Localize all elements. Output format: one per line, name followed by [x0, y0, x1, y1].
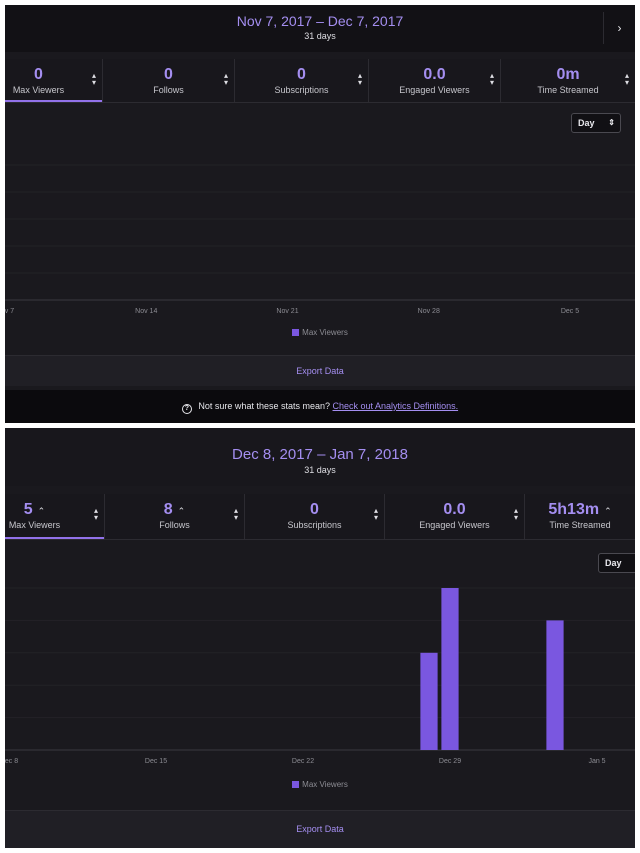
analytics-panel-nov: Nov 7, 2017 – Dec 7, 2017 31 days › 0 Ma…	[5, 5, 635, 423]
tab-time-streamed[interactable]: 0m Time Streamed ▴ ▾	[501, 59, 635, 102]
sort-arrows-icon[interactable]: ▴ ▾	[489, 71, 494, 87]
next-range-button[interactable]: ›	[603, 12, 635, 44]
analytics-panel-dec: Dec 8, 2017 – Jan 7, 2018 31 days 5 ⌃ Max…	[5, 428, 635, 848]
x-tick-label: Nov 28	[418, 308, 440, 315]
x-tick-label: Nov 14	[135, 308, 157, 315]
tab-max-viewers[interactable]: 5 ⌃ Max Viewers ▴ ▾	[5, 494, 105, 539]
tab-subscriptions[interactable]: 0 Subscriptions ▴ ▾	[245, 494, 385, 539]
date-range-header: Nov 7, 2017 – Dec 7, 2017 31 days ›	[5, 5, 635, 52]
stat-value: 5h13m	[548, 501, 600, 518]
select-arrows-icon: ⇕	[608, 118, 615, 127]
bar[interactable]	[546, 620, 564, 750]
sort-arrows-icon[interactable]: ▴ ▾	[357, 71, 362, 87]
interval-select[interactable]: Day ⇕	[571, 113, 621, 133]
x-tick-label: Dec 5	[561, 308, 579, 315]
bar[interactable]	[420, 652, 438, 750]
bar-chart: Dec 8 Dec 15 Dec 22 Dec 29 Jan 5	[5, 587, 635, 765]
stat-label: Follows	[153, 85, 184, 95]
caret-up-icon: ⌃	[177, 506, 186, 516]
stat-value: 0	[34, 66, 43, 83]
stat-value: 8	[163, 501, 173, 518]
stat-value: 0	[164, 66, 173, 83]
x-tick-label: Dec 29	[439, 758, 461, 765]
tab-follows[interactable]: 8 ⌃ Follows ▴ ▾	[105, 494, 245, 539]
legend-label: Max Viewers	[302, 780, 348, 789]
sort-arrows-icon[interactable]: ▴ ▾	[223, 71, 228, 87]
help-footer: ? Not sure what these stats mean? Check …	[5, 390, 635, 423]
chart-legend[interactable]: Max Viewers	[5, 328, 635, 337]
question-circle-icon: ?	[181, 404, 192, 414]
export-data-button[interactable]: Export Data	[5, 355, 635, 386]
stat-value: 0	[297, 66, 306, 83]
x-tick-label: Nov 21	[276, 308, 298, 315]
chevron-right-icon: ›	[617, 21, 622, 35]
legend-label: Max Viewers	[302, 328, 348, 337]
stat-label: Max Viewers	[12, 85, 65, 95]
date-range-days: 31 days	[304, 31, 336, 41]
chart-max-viewers-nov: Nov 7 Nov 14 Nov 21 Nov 28 Dec 5	[5, 135, 635, 325]
tab-engaged-viewers[interactable]: 0.0 Engaged Viewers ▴ ▾	[385, 494, 525, 539]
stat-label: Max Viewers	[8, 520, 61, 530]
stat-tabs: 5 ⌃ Max Viewers ▴ ▾ 8 ⌃ Follows ▴ ▾ 0 Subscr…	[5, 494, 635, 540]
legend-swatch	[292, 329, 300, 336]
x-tick-label: Dec 8	[5, 758, 18, 765]
sort-arrows-icon[interactable]: ▴ ▾	[91, 71, 96, 87]
x-tick-label: Nov 7	[5, 308, 14, 315]
export-data-button[interactable]: Export Data	[5, 810, 635, 848]
caret-up-icon: ⌃	[37, 506, 46, 516]
stat-label: Subscriptions	[274, 85, 329, 95]
caret-up-icon: ⌃	[604, 506, 612, 516]
legend-swatch	[292, 781, 300, 788]
x-tick-label: Dec 15	[145, 758, 167, 765]
bar-chart: Nov 7 Nov 14 Nov 21 Nov 28 Dec 5	[5, 164, 635, 315]
x-tick-label: Dec 22	[292, 758, 314, 765]
export-data-label: Export Data	[296, 824, 344, 834]
date-range-header: Dec 8, 2017 – Jan 7, 2018 31 days	[5, 428, 635, 486]
tab-engaged-viewers[interactable]: 0.0 Engaged Viewers ▴ ▾	[369, 59, 501, 102]
chart-legend[interactable]: Max Viewers	[5, 780, 635, 789]
sort-arrows-icon[interactable]: ▴ ▾	[373, 506, 378, 522]
stat-value: 0.0	[443, 501, 466, 518]
interval-select-value: Day	[605, 558, 622, 568]
stat-label: Engaged Viewers	[419, 520, 490, 530]
help-text: Not sure what these stats mean?	[198, 401, 330, 411]
stat-label: Subscriptions	[287, 520, 342, 530]
date-range-days: 31 days	[304, 465, 336, 475]
bar[interactable]	[441, 588, 459, 750]
stat-value: 5	[23, 501, 33, 518]
sort-arrows-icon[interactable]: ▴ ▾	[93, 506, 98, 522]
export-data-label: Export Data	[296, 366, 344, 376]
sort-arrows-icon[interactable]: ▴ ▾	[513, 506, 518, 522]
interval-select[interactable]: Day	[598, 553, 635, 573]
stat-label: Engaged Viewers	[399, 85, 470, 95]
interval-select-value: Day	[578, 118, 595, 128]
sort-arrows-icon[interactable]: ▴ ▾	[624, 71, 629, 87]
stat-value: 0m	[556, 66, 580, 83]
tab-follows[interactable]: 0 Follows ▴ ▾	[103, 59, 235, 102]
stat-tabs: 0 Max Viewers ▴ ▾ 0 Follows ▴ ▾ 0 Subscrip…	[5, 59, 635, 103]
date-range-label: Dec 8, 2017 – Jan 7, 2018	[232, 446, 408, 463]
sort-arrows-icon[interactable]: ▴ ▾	[233, 506, 238, 522]
date-range-label: Nov 7, 2017 – Dec 7, 2017	[236, 13, 404, 29]
stat-label: Follows	[159, 520, 190, 530]
tab-time-streamed[interactable]: 5h13m ⌃ Time Streamed	[525, 494, 635, 539]
tab-subscriptions[interactable]: 0 Subscriptions ▴ ▾	[235, 59, 369, 102]
stat-value: 0	[310, 501, 319, 518]
stat-value: 0.0	[423, 66, 446, 83]
chart-max-viewers-dec: Dec 8 Dec 15 Dec 22 Dec 29 Jan 5	[5, 578, 635, 773]
analytics-definitions-link[interactable]: Check out Analytics Definitions.	[332, 401, 459, 411]
x-tick-label: Jan 5	[588, 758, 605, 765]
tab-max-viewers[interactable]: 0 Max Viewers ▴ ▾	[5, 59, 103, 102]
stat-label: Time Streamed	[549, 520, 611, 530]
stat-label: Time Streamed	[537, 85, 599, 95]
